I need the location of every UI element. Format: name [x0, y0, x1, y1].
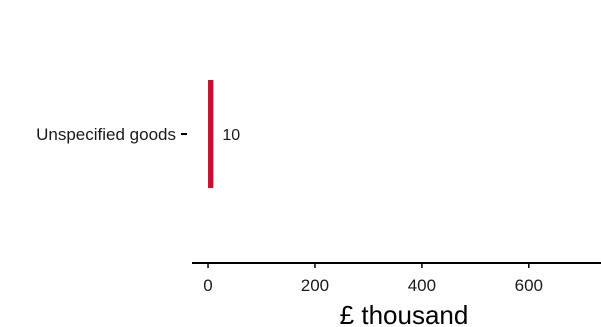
- category-axis: Unspecified goods: [36, 125, 187, 144]
- category-label: Unspecified goods: [36, 125, 176, 144]
- x-tick-label: 200: [301, 276, 329, 295]
- bar: [208, 80, 214, 188]
- x-tick-label: 400: [408, 276, 436, 295]
- x-tick-label: 600: [515, 276, 543, 295]
- bars-layer: 10: [208, 80, 240, 188]
- x-axis-title: £ thousand: [340, 300, 469, 327]
- data-label: 10: [222, 127, 240, 144]
- x-axis: 0 200 400 600: [192, 262, 601, 295]
- x-tick-label: 0: [203, 276, 212, 295]
